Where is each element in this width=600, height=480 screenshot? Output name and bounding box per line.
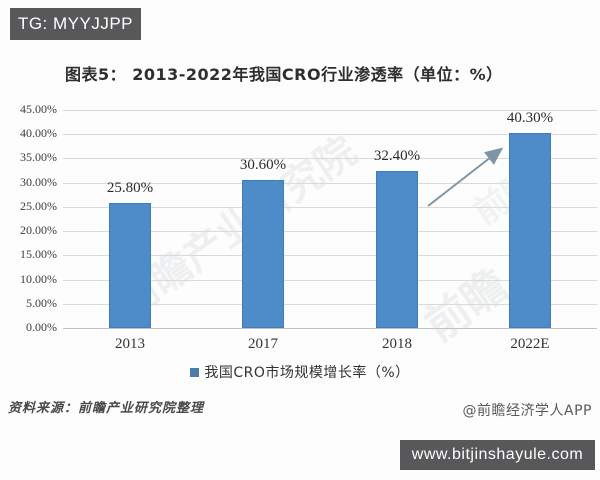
telegram-watermark-badge: TG: MYYJJPP: [10, 8, 141, 40]
legend-color-swatch: [190, 367, 200, 377]
y-axis-tick-label: 20.00%: [20, 223, 57, 237]
y-axis-tick-label: 35.00%: [20, 150, 57, 164]
y-axis-tick-label: 5.00%: [26, 296, 57, 310]
gridline: [63, 280, 597, 281]
gridline: [63, 158, 597, 159]
website-watermark-badge: www.bitjinshayule.com: [400, 440, 595, 470]
credit-note: @前瞻经济学人APP: [462, 403, 592, 419]
y-axis-tick-label: 25.00%: [20, 199, 57, 213]
telegram-watermark-text: TG: MYYJJPP: [17, 14, 134, 33]
gridline: [63, 183, 597, 184]
y-axis-tick-label: 15.00%: [20, 247, 57, 261]
chart-legend: 我国CRO市场规模增长率（%）: [0, 362, 600, 382]
gridline: [63, 304, 597, 305]
y-axis-tick-label: 10.00%: [20, 272, 57, 286]
legend-label: 我国CRO市场规模增长率（%）: [204, 365, 410, 381]
plot-area: 45.00% 40.00% 35.00% 30.00% 25.00% 20.00% 15.0…: [20, 102, 597, 352]
bar-2022E: [509, 133, 551, 328]
gridline: [63, 134, 597, 135]
y-axis-tick-label: 30.00%: [20, 175, 57, 189]
gridline: [63, 255, 597, 256]
bar-2013: [109, 203, 151, 328]
bar-value-label-2017: 30.60%: [239, 157, 287, 173]
gridline: [63, 207, 597, 208]
bar-value-label-2018: 32.40%: [373, 148, 421, 164]
chart-title: 图表5： 2013-2022年我国CRO行业渗透率（单位：%）: [65, 65, 503, 84]
x-axis-tick-label-2017: 2017: [248, 336, 278, 352]
y-axis-tick-label: 0.00%: [26, 320, 57, 334]
bar-2018: [376, 171, 418, 328]
y-axis-tick-label: 40.00%: [20, 126, 57, 140]
x-axis-tick-label-2022E: 2022E: [510, 336, 550, 352]
gridline: [63, 110, 597, 111]
x-axis-tick-label-2018: 2018: [382, 336, 412, 352]
website-watermark-text: www.bitjinshayule.com: [411, 446, 584, 463]
gridline: [63, 328, 597, 329]
bar-2017: [242, 180, 284, 328]
gridline: [63, 231, 597, 232]
y-axis-tick-label: 45.00%: [20, 102, 57, 116]
source-note: 资料来源：前瞻产业研究院整理: [8, 401, 205, 416]
bar-value-label-2013: 25.80%: [106, 180, 154, 196]
x-axis-tick-label-2013: 2013: [115, 336, 145, 352]
bar-value-label-2022E: 40.30%: [506, 110, 554, 126]
